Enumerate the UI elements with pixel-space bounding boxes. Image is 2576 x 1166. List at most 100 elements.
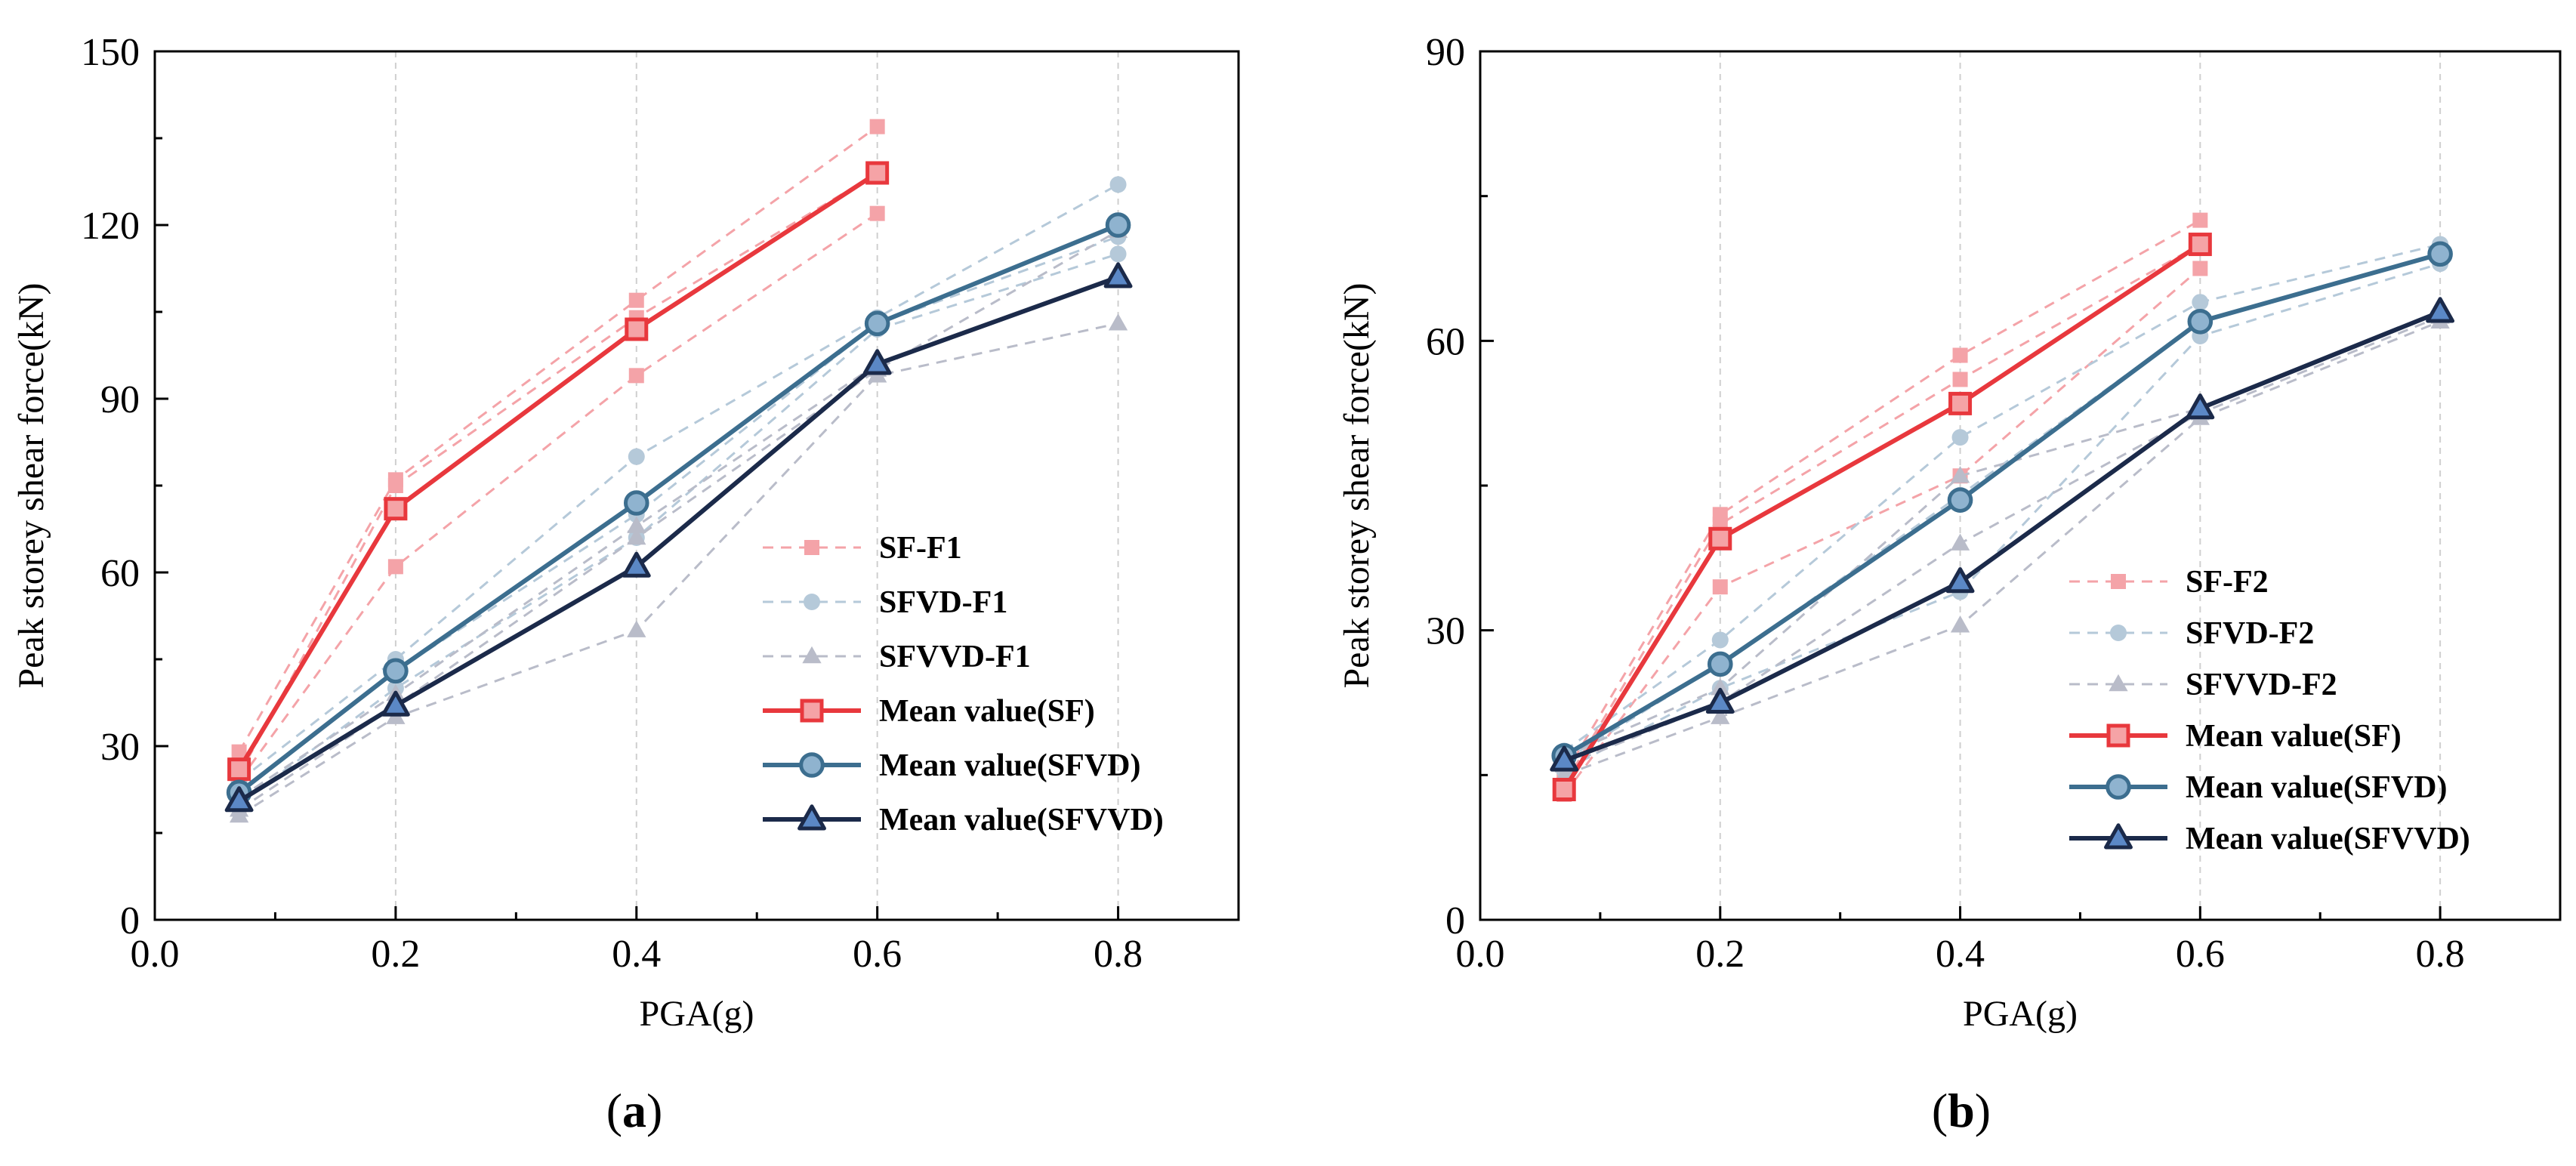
mean-line-Mean value(SF)	[1562, 242, 2201, 791]
mean-point	[2186, 393, 2215, 420]
run-point	[1711, 678, 1730, 696]
legend-label: SF-F1	[879, 531, 962, 566]
run-point	[628, 368, 644, 384]
run-point	[628, 448, 645, 465]
run-point	[627, 527, 646, 545]
run-point	[1950, 533, 1970, 551]
panel-label: (b)	[1932, 1084, 1991, 1137]
panel-label: (a)	[606, 1084, 663, 1137]
x-axis-title: PGA(g)	[640, 994, 754, 1034]
legend-label: Mean value(SFVVD)	[2186, 822, 2470, 856]
run-point	[1711, 631, 1729, 649]
y-tick-label: 30	[100, 726, 140, 769]
x-tick-label: 0.8	[2416, 933, 2465, 976]
legend-marker-square	[804, 540, 819, 555]
legend-label: Mean value(SF)	[2186, 719, 2402, 754]
x-tick-label: 0.0	[1456, 933, 1505, 976]
mean-point	[1945, 567, 1975, 594]
y-tick-label: 60	[1426, 320, 1465, 363]
x-axis-title: PGA(g)	[1963, 994, 2078, 1034]
mean-point	[227, 757, 251, 782]
run-point	[1952, 372, 1968, 387]
legend-marker-triangle	[2109, 674, 2128, 692]
run-line-SF-F2	[1563, 219, 2201, 776]
mean-point	[1105, 212, 1131, 238]
legend-marker-square	[2106, 723, 2130, 748]
mean-point	[623, 490, 649, 516]
y-tick-label: 0	[1445, 899, 1465, 942]
run-point	[1109, 245, 1127, 263]
run-point	[231, 744, 247, 760]
mean-point	[1947, 487, 1973, 513]
legend-label: Mean value(SF)	[879, 694, 1095, 729]
legend-label: Mean value(SFVVD)	[879, 803, 1164, 837]
legend-label: SF-F2	[2186, 565, 2269, 600]
run-point	[627, 620, 646, 637]
mean-point	[2187, 308, 2214, 335]
run-line-SF-F1	[238, 125, 878, 753]
x-tick-label: 0.2	[371, 933, 420, 976]
y-tick-label: 60	[100, 552, 140, 595]
legend-marker-square	[800, 699, 824, 723]
mean-point	[622, 551, 651, 578]
run-point	[1950, 615, 1970, 633]
y-axis-title: Peak storey shear force(kN)	[11, 282, 51, 688]
legend: SF-F2 SFVD-F2 SFVVD-F2 Mean value(SF) Mean v…	[2069, 565, 2470, 856]
legend-marker-square	[2111, 574, 2126, 589]
run-point	[387, 478, 403, 493]
run-point	[2192, 294, 2209, 311]
x-tick-label: 0.4	[612, 933, 661, 976]
run-line-SFVVD-F1	[238, 322, 1118, 817]
mean-point	[1705, 687, 1735, 714]
legend-label: Mean value(SFVD)	[879, 748, 1140, 783]
legend-marker-triangle	[2104, 823, 2133, 850]
legend: SF-F1 SFVD-F1 SFVVD-F1 Mean value(SF) Mean v…	[763, 531, 1164, 837]
legend-marker-circle	[2110, 625, 2127, 641]
run-point	[1951, 429, 1969, 446]
legend-label: Mean value(SFVD)	[2186, 770, 2447, 805]
mean-point	[1948, 391, 1973, 415]
y-tick-label: 150	[81, 31, 140, 74]
mean-point	[224, 786, 254, 813]
mean-point	[1550, 745, 1579, 772]
run-line-SFVD-F2	[1563, 262, 2441, 772]
panel-a: 0 30 60 90 120 150 0.0 0.2 0.4 0.6 0.8 PGA(g) Peak s…	[11, 31, 1240, 1137]
panel-letter: a	[622, 1084, 646, 1137]
run-line-SF-F1	[238, 171, 878, 776]
x-tick-label: 0.6	[2176, 933, 2225, 976]
mean-point	[2426, 297, 2455, 323]
y-axis-title: Peak storey shear force(kN)	[1337, 282, 1377, 688]
run-point	[229, 805, 249, 823]
mean-point	[1707, 651, 1733, 677]
run-point	[1711, 707, 1730, 724]
mean-point	[2427, 241, 2453, 267]
run-point	[1952, 347, 1968, 363]
mean-point	[1708, 526, 1732, 551]
x-tick-label: 0.6	[853, 933, 902, 976]
mean-point	[625, 317, 649, 341]
run-point	[869, 119, 885, 134]
x-tick-label: 0.0	[131, 933, 180, 976]
run-point	[1950, 465, 1970, 483]
mean-line-Mean value(SF)	[237, 171, 879, 771]
y-tick-label: 30	[1426, 610, 1465, 653]
run-line-SF-F2	[1563, 243, 2201, 785]
x-tick-label: 0.4	[1936, 933, 1985, 976]
legend-marker-triangle	[797, 804, 826, 831]
legend-label: SFVVD-F2	[2186, 668, 2337, 702]
run-point	[1108, 313, 1128, 331]
mean-point	[865, 161, 890, 185]
run-line-SF-F2	[1563, 267, 2201, 795]
mean-point	[864, 310, 890, 337]
run-point	[627, 516, 646, 533]
legend-label: SFVD-F1	[879, 585, 1007, 620]
run-point	[2192, 212, 2208, 228]
x-tick-label: 0.8	[1094, 933, 1143, 976]
run-point	[1109, 176, 1127, 193]
run-point	[869, 205, 885, 221]
legend-marker-circle	[799, 752, 825, 778]
mean-point	[383, 658, 409, 684]
legend-marker-circle	[804, 594, 820, 610]
legend-marker-circle	[2106, 774, 2131, 800]
